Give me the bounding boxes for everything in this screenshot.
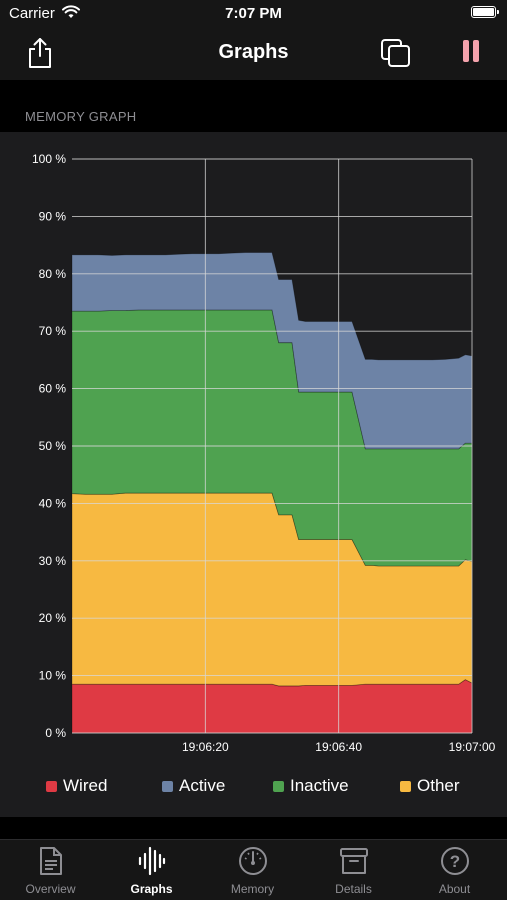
carrier-label: Carrier (9, 5, 55, 22)
tab-label: Overview (25, 882, 76, 896)
navigation-bar: Graphs (0, 28, 507, 80)
legend-label: Other (417, 776, 460, 795)
y-tick-label: 80 % (39, 267, 67, 281)
copy-button[interactable] (380, 38, 412, 68)
legend-swatch (162, 780, 173, 792)
y-tick-label: 90 % (39, 209, 67, 223)
y-tick-label: 0 % (45, 726, 66, 740)
memory-graph-chart: 0 % 10 % 20 % 30 % 40 % 50 % 60 % 70 % 80 % 90 % 1… (32, 152, 496, 754)
pause-button[interactable] (460, 40, 482, 66)
memory-graph-panel: 0 % 10 % 20 % 30 % 40 % 50 % 60 % 70 % 80 % 90 % 1… (0, 132, 507, 817)
tab-memory[interactable]: Memory (202, 846, 303, 900)
legend-item-active: Active (162, 776, 225, 796)
legend-item-other: Other (400, 776, 460, 796)
y-tick-label: 30 % (39, 554, 67, 568)
tab-bar: Overview Graphs Memory Details ? About (0, 839, 507, 900)
y-tick-label: 10 % (39, 669, 67, 683)
tab-label: About (438, 882, 471, 896)
waveform-icon (138, 846, 165, 876)
tab-label: Graphs (130, 882, 173, 896)
legend-item-wired: Wired (46, 776, 107, 796)
y-tick-label: 40 % (39, 496, 67, 510)
y-tick-label: 20 % (39, 611, 67, 625)
y-tick-label: 100 % (32, 152, 66, 166)
y-tick-label: 60 % (39, 382, 67, 396)
x-tick-label: 19:06:20 (182, 740, 229, 754)
question-circle-icon: ? (440, 847, 469, 875)
share-button[interactable] (26, 36, 54, 70)
chart-legend: Wired Active Inactive Other (0, 776, 507, 800)
gauge-icon (238, 847, 267, 875)
area-series-wired (71, 679, 473, 734)
y-tick-label: 70 % (39, 324, 67, 338)
x-tick-label: 19:07:00 (449, 740, 496, 754)
status-bar: Carrier 7:07 PM (0, 0, 507, 28)
archive-box-icon (339, 848, 368, 874)
status-time: 7:07 PM (225, 5, 282, 22)
legend-label: Active (179, 776, 226, 795)
legend-swatch (273, 780, 284, 792)
tab-label: Details (335, 882, 372, 896)
tab-graphs[interactable]: Graphs (101, 846, 202, 900)
tab-about[interactable]: ? About (404, 846, 505, 900)
svg-text:?: ? (449, 852, 459, 871)
x-tick-label: 19:06:40 (315, 740, 362, 754)
tab-details[interactable]: Details (303, 846, 404, 900)
tab-overview[interactable]: Overview (0, 846, 101, 900)
legend-swatch (46, 780, 57, 792)
document-icon (39, 847, 62, 875)
legend-swatch (400, 780, 411, 792)
legend-label: Wired (63, 776, 108, 795)
page-title: Graphs (218, 41, 289, 63)
battery-icon (471, 6, 499, 18)
wifi-icon (62, 5, 80, 18)
tab-label: Memory (230, 882, 275, 896)
y-tick-label: 50 % (39, 439, 67, 453)
legend-item-inactive: Inactive (273, 776, 349, 796)
section-header: MEMORY GRAPH (25, 109, 137, 124)
legend-label: Inactive (290, 776, 349, 795)
